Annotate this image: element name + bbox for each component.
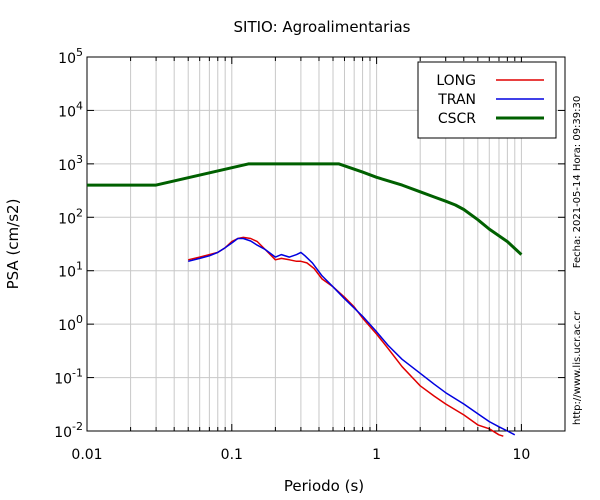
x-tick-labels: 0.01 0.1 1 10	[71, 447, 530, 463]
x-tick-label: 10	[512, 447, 530, 463]
timestamp-note: Fecha: 2021-05-14 Hora: 09:39:30	[572, 96, 583, 269]
legend-label-cscr: CSCR	[438, 111, 476, 127]
series-lines	[87, 162, 523, 437]
y-axis-label: PSA (cm/s2)	[4, 199, 22, 290]
legend: LONG TRAN CSCR	[417, 61, 557, 139]
x-tick-label: 0.01	[71, 447, 102, 463]
plot-frame	[86, 56, 566, 432]
legend-label-tran: TRAN	[437, 92, 476, 108]
series-line-long	[188, 236, 504, 437]
x-tick-label: 1	[372, 447, 381, 463]
series-line-tran	[188, 237, 516, 436]
series-line-cscr	[87, 162, 523, 256]
y-tick-label: 10-2	[54, 420, 83, 441]
x-axis-label: Periodo (s)	[284, 477, 364, 495]
y-tick-label: 10-1	[54, 367, 83, 388]
y-tick-label: 100	[58, 313, 83, 334]
legend-label-long: LONG	[436, 73, 476, 89]
y-tick-label: 101	[58, 260, 83, 281]
y-tick-labels: 10-2 10-1 100 101 102 103 104 105	[54, 46, 83, 441]
x-tick-label: 0.1	[221, 447, 243, 463]
chart-grid	[86, 56, 566, 432]
y-tick-label: 102	[58, 206, 83, 227]
y-tick-label: 104	[58, 99, 83, 120]
legend-box	[417, 61, 557, 139]
source-url-note: http://www.lis.ucr.ac.cr	[572, 310, 583, 425]
y-tick-label: 103	[58, 153, 83, 174]
tick-marks	[86, 56, 566, 432]
y-tick-label: 105	[58, 46, 83, 67]
chart-title: SITIO: Agroalimentarias	[234, 18, 411, 36]
